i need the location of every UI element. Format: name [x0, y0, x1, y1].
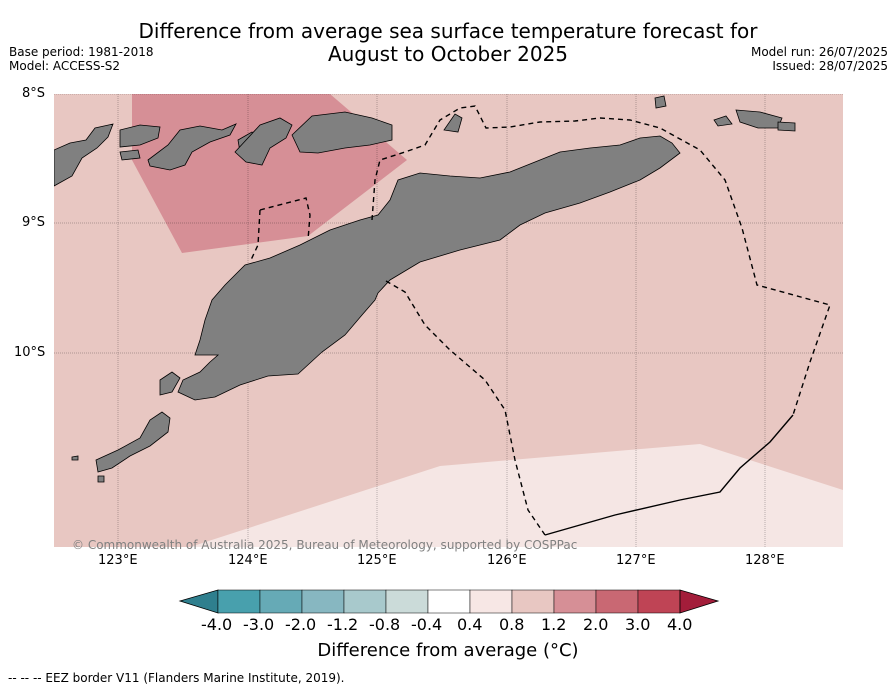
eez-border [249, 105, 831, 536]
flores-island [54, 123, 114, 187]
lakor-island [777, 121, 796, 132]
title-line-2: August to October 2025 [327, 42, 569, 66]
colorbar-tick: -4.0 [201, 615, 233, 634]
colorbar-cell [217, 589, 261, 614]
base-period: Base period: 1981-2018 [9, 45, 154, 59]
colorbar-tick: 2.0 [583, 615, 609, 634]
colorbar-cell [259, 589, 303, 614]
colorbar-cell [343, 589, 387, 614]
colorbar-extend-high [679, 589, 720, 614]
colorbar-cell [427, 589, 471, 614]
atauro-island [443, 113, 463, 133]
savu-islet [71, 455, 79, 461]
colorbar-tick: -1.2 [327, 615, 359, 634]
kisar-island [654, 95, 667, 109]
lon-label: 126°E [487, 553, 527, 568]
colorbar-tick: 4.0 [667, 615, 693, 634]
colorbar-tick: -3.0 [243, 615, 275, 634]
solor-island [119, 149, 141, 161]
colorbar-cell [637, 589, 681, 614]
colorbar-cell [553, 589, 597, 614]
colorbar-extend-low [178, 589, 219, 614]
colorbar-tick: 1.2 [541, 615, 567, 634]
colorbar-cell [301, 589, 345, 614]
colorbar-tick: 0.4 [457, 615, 483, 634]
lembata-island [147, 123, 237, 171]
colorbar-label: Difference from average (°C) [317, 640, 579, 661]
copyright-notice: © Commonwealth of Australia 2025, Bureau… [72, 538, 578, 552]
eez-legend: -- -- -- EEZ border V11 (Flanders Marine… [8, 671, 345, 685]
alor-island [234, 117, 293, 166]
colorbar-tick: -2.0 [285, 615, 317, 634]
lat-label: 8°S [22, 86, 46, 101]
lon-label: 125°E [357, 553, 397, 568]
colorbar-tick: 3.0 [625, 615, 651, 634]
colorbar-tick: 0.8 [499, 615, 525, 634]
colorbar-cell [469, 589, 513, 614]
model-run: Model run: 26/07/2025 [750, 45, 888, 59]
adonara-island [119, 124, 161, 148]
title-line-1: Difference from average sea surface temp… [138, 19, 758, 43]
semau-island [159, 371, 181, 396]
map-area [54, 94, 843, 547]
model-name: Model: ACCESS-S2 [9, 59, 121, 73]
colorbar-cell [385, 589, 429, 614]
anomaly-field-0.4-0.8 [190, 444, 843, 547]
wetar-island [291, 111, 393, 154]
colorbar-cell [595, 589, 639, 614]
issued-date: Issued: 28/07/2025 [772, 59, 888, 73]
land-masses [54, 95, 796, 483]
timor-island [177, 135, 681, 401]
colorbar-cell [511, 589, 555, 614]
lon-label: 128°E [745, 553, 785, 568]
colorbar-tick: -0.8 [369, 615, 401, 634]
lat-label: 10°S [14, 345, 46, 360]
colorbar-tick: -0.4 [411, 615, 443, 634]
rote-island [95, 411, 171, 473]
lon-label: 123°E [98, 553, 138, 568]
leti-island [713, 115, 733, 127]
lat-label: 9°S [22, 215, 46, 230]
colorbar [178, 589, 720, 614]
lon-label: 127°E [616, 553, 656, 568]
ndao-island [97, 475, 105, 483]
lon-label: 124°E [228, 553, 268, 568]
